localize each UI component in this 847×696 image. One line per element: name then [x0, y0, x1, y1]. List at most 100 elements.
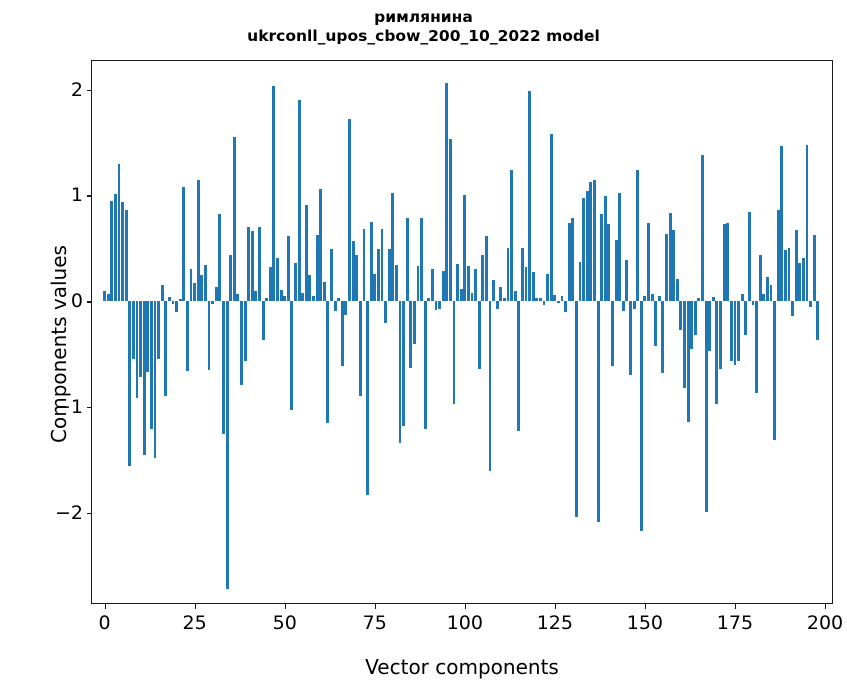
bar: [506, 248, 510, 302]
bar: [380, 229, 384, 302]
bar: [722, 223, 726, 302]
bar: [564, 301, 568, 312]
bar: [794, 230, 798, 302]
bar: [229, 254, 233, 302]
bar: [668, 213, 672, 302]
bar: [124, 210, 128, 302]
bar: [121, 201, 125, 302]
bar: [747, 212, 751, 302]
bar: [294, 263, 297, 302]
x-tick-label: 100: [446, 612, 483, 634]
bar: [189, 269, 193, 302]
bar: [135, 301, 139, 398]
bar: [488, 301, 492, 471]
bar: [452, 301, 456, 404]
bar: [650, 293, 654, 302]
bar: [470, 292, 474, 302]
bar: [459, 288, 463, 302]
bar: [737, 301, 740, 361]
bar: [661, 301, 665, 374]
bar: [204, 265, 207, 302]
bar: [376, 249, 380, 302]
bar: [665, 233, 668, 302]
bar: [196, 179, 200, 302]
plot-axes: 2 1 0 −1 −2 0 25 50 75 100 125 150 175 200: [55, 60, 843, 634]
bar: [632, 301, 636, 309]
bar: [593, 179, 596, 302]
bar: [283, 295, 287, 302]
bar: [358, 301, 362, 397]
bar: [308, 274, 312, 302]
bar: [333, 301, 337, 311]
bar: [164, 301, 168, 397]
bar: [297, 100, 301, 302]
bar: [535, 298, 539, 302]
bar: [647, 222, 650, 302]
bar: [528, 90, 532, 302]
bar: [733, 301, 737, 365]
bar: [344, 301, 348, 315]
bar: [258, 227, 261, 302]
bar: [117, 163, 121, 302]
bar: [776, 210, 780, 302]
bar: [603, 196, 607, 302]
bar: [214, 287, 218, 302]
bar: [531, 271, 535, 302]
bar: [373, 273, 377, 302]
bar: [330, 249, 333, 302]
bar: [272, 86, 276, 302]
bar: [765, 276, 769, 302]
bar: [312, 295, 315, 302]
bar: [420, 217, 423, 302]
bar: [621, 301, 625, 311]
bar: [355, 254, 359, 302]
bar: [463, 195, 467, 302]
bar: [456, 264, 460, 302]
y-tick-mark: [86, 195, 92, 197]
bar: [103, 290, 107, 302]
x-tick-mark: [194, 603, 197, 609]
bar: [639, 301, 643, 531]
bar: [405, 217, 409, 302]
bar: [175, 301, 179, 312]
bar: [783, 250, 787, 302]
bar: [675, 279, 679, 302]
bar: [265, 298, 269, 302]
bar: [178, 299, 182, 302]
x-tick-mark: [554, 603, 557, 609]
chart-subtitle: ukrconll_upos_cbow_200_10_2022 model: [247, 27, 600, 46]
bar: [701, 155, 704, 302]
bar: [585, 191, 589, 302]
bar: [149, 301, 153, 430]
bar: [412, 301, 416, 344]
x-tick-mark: [824, 603, 827, 609]
bar: [704, 301, 708, 512]
bar: [211, 301, 215, 305]
bar: [247, 227, 251, 302]
bar: [384, 301, 387, 324]
bar: [391, 193, 395, 302]
bar: [131, 301, 135, 360]
x-tick-mark: [374, 603, 377, 609]
bar: [193, 283, 197, 302]
bar: [693, 301, 697, 336]
x-tick-label: 0: [98, 612, 111, 634]
bar: [222, 301, 225, 434]
bar: [520, 248, 524, 302]
chart-title: римлянина: [374, 8, 473, 26]
bar: [575, 301, 578, 518]
bar: [337, 298, 341, 302]
bar: [423, 301, 427, 430]
x-tick-mark: [284, 603, 287, 609]
x-tick-mark: [644, 603, 647, 609]
bar: [142, 301, 146, 455]
bar: [409, 301, 413, 368]
bar: [801, 257, 805, 302]
bar: [427, 298, 431, 302]
x-tick-mark: [464, 603, 467, 609]
bar: [438, 301, 442, 309]
y-tick-label: 1: [70, 184, 83, 207]
bar: [240, 301, 243, 385]
bar: [445, 83, 449, 302]
bar: [290, 301, 294, 411]
